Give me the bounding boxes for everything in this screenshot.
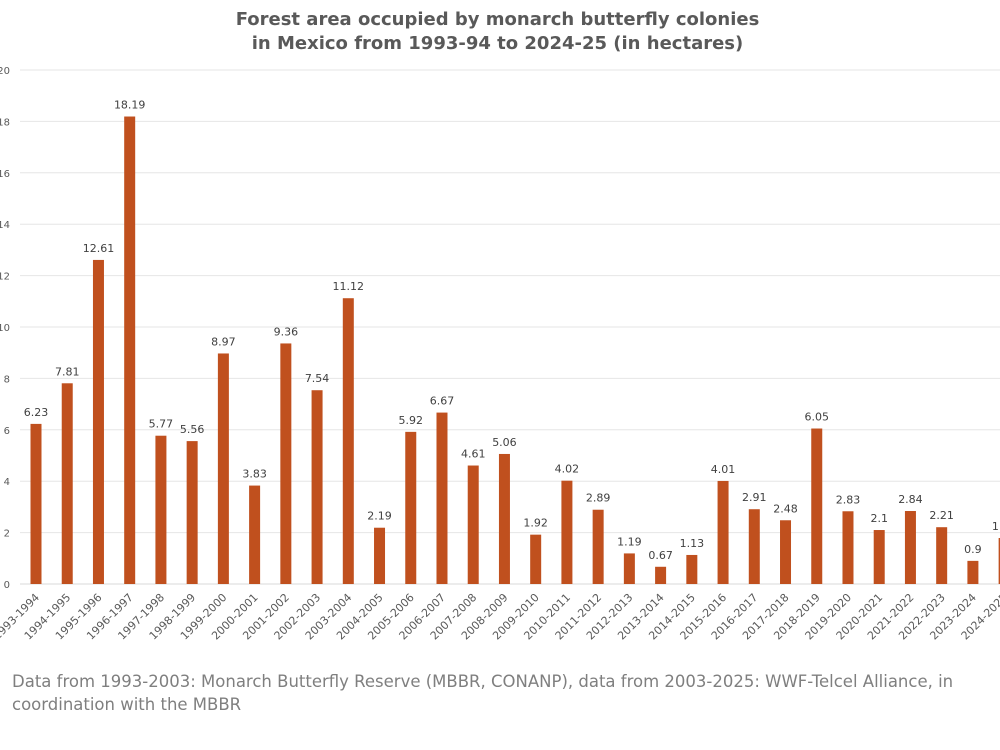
y-axis-ticks: 0 2 4 6 8 10 12 14 16 18 20 bbox=[0, 66, 10, 591]
bar-2018-2019 bbox=[811, 428, 823, 584]
data-label-2008-2009: 5.06 bbox=[492, 436, 517, 449]
data-label-2010-2011: 4.02 bbox=[555, 463, 580, 476]
bar-chart: 0 2 4 6 8 10 12 14 16 18 20 6.23 7.81 12.61 18.19 5.77… bbox=[0, 66, 1000, 643]
data-label-1997-1998: 5.77 bbox=[149, 418, 174, 431]
data-label-1998-1999: 5.56 bbox=[180, 423, 205, 436]
y-tick-label: 18 bbox=[0, 117, 10, 128]
data-label-2019-2020: 2.83 bbox=[836, 493, 861, 506]
data-label-1995-1996: 12.61 bbox=[83, 242, 115, 255]
data-label-1993-1994: 6.23 bbox=[24, 406, 49, 419]
data-label-2014-2015: 1.13 bbox=[680, 537, 705, 550]
bar-2008-2009 bbox=[498, 453, 510, 584]
bar-2000-2001 bbox=[249, 485, 261, 584]
y-tick-label: 12 bbox=[0, 272, 10, 283]
bar-2005-2006 bbox=[405, 431, 417, 584]
bar-2020-2021 bbox=[873, 530, 885, 584]
bar-2024-2025 bbox=[998, 537, 1000, 584]
bar-2012-2013 bbox=[623, 553, 635, 584]
data-label-2006-2007: 6.67 bbox=[430, 395, 455, 408]
bar-1996-1997 bbox=[124, 116, 136, 584]
data-label-2022-2023: 2.21 bbox=[929, 509, 954, 522]
data-label-2021-2022: 2.84 bbox=[898, 493, 923, 506]
bar-2011-2012 bbox=[592, 509, 604, 584]
data-label-2024-2025: 1.79 bbox=[992, 520, 1000, 533]
data-label-1996-1997: 18.19 bbox=[114, 99, 146, 112]
bar-2001-2002 bbox=[280, 343, 292, 584]
data-label-2012-2013: 1.19 bbox=[617, 535, 642, 548]
bars bbox=[30, 116, 1000, 584]
bar-1993-1994 bbox=[30, 423, 42, 584]
bar-2004-2005 bbox=[374, 527, 386, 584]
source-note: Data from 1993-2003: Monarch Butterfly R… bbox=[12, 672, 954, 714]
data-label-1999-2000: 8.97 bbox=[211, 335, 236, 348]
y-tick-label: 6 bbox=[4, 426, 10, 437]
y-tick-label: 0 bbox=[4, 580, 10, 591]
y-tick-label: 2 bbox=[4, 529, 10, 540]
bar-2010-2011 bbox=[561, 480, 573, 584]
bar-2014-2015 bbox=[686, 554, 698, 584]
y-tick-label: 14 bbox=[0, 220, 10, 231]
y-tick-label: 4 bbox=[4, 477, 10, 488]
data-label-2003-2004: 11.12 bbox=[333, 280, 365, 293]
data-label-2009-2010: 1.92 bbox=[523, 517, 548, 530]
bar-1997-1998 bbox=[155, 435, 167, 584]
chart-title: Forest area occupied by monarch butterfl… bbox=[0, 8, 995, 56]
data-label-2023-2024: 0.9 bbox=[964, 543, 982, 556]
data-label-2020-2021: 2.1 bbox=[870, 512, 888, 525]
bar-2007-2008 bbox=[467, 465, 479, 584]
y-tick-label: 16 bbox=[0, 169, 10, 180]
data-label-2001-2002: 9.36 bbox=[274, 325, 299, 338]
data-label-2002-2003: 7.54 bbox=[305, 372, 330, 385]
gridlines bbox=[20, 69, 1000, 585]
bar-2017-2018 bbox=[780, 520, 792, 584]
data-label-2011-2012: 2.89 bbox=[586, 492, 611, 505]
data-label-2015-2016: 4.01 bbox=[711, 463, 736, 476]
data-label-2017-2018: 2.48 bbox=[773, 502, 798, 515]
bar-2022-2023 bbox=[936, 527, 948, 584]
bar-1998-1999 bbox=[186, 441, 198, 584]
chart-title-line1: Forest area occupied by monarch butterfl… bbox=[235, 9, 760, 30]
bar-2009-2010 bbox=[530, 534, 542, 584]
bar-1999-2000 bbox=[217, 353, 229, 584]
y-tick-label: 8 bbox=[4, 374, 10, 385]
data-label-2000-2001: 3.83 bbox=[242, 468, 267, 481]
x-axis-labels: 1993-19941994-19951995-19961996-19971997… bbox=[0, 591, 1000, 643]
data-label-2007-2008: 4.61 bbox=[461, 448, 486, 461]
bar-2006-2007 bbox=[436, 412, 448, 584]
y-tick-label: 10 bbox=[0, 323, 10, 334]
data-label-2018-2019: 6.05 bbox=[805, 411, 830, 424]
bar-2013-2014 bbox=[655, 566, 667, 584]
bar-2016-2017 bbox=[748, 509, 760, 584]
bar-2023-2024 bbox=[967, 560, 979, 584]
data-label-1994-1995: 7.81 bbox=[55, 365, 80, 378]
data-label-2004-2005: 2.19 bbox=[367, 510, 392, 523]
bar-2003-2004 bbox=[342, 298, 354, 584]
chart-title-line2: in Mexico from 1993-94 to 2024-25 (in he… bbox=[251, 33, 744, 54]
data-label-2016-2017: 2.91 bbox=[742, 491, 767, 504]
data-labels: 6.23 7.81 12.61 18.19 5.77 5.56 8.97 3.83 9.36 7.… bbox=[24, 99, 1000, 562]
y-tick-label: 20 bbox=[0, 66, 10, 77]
bar-1995-1996 bbox=[92, 259, 104, 584]
bar-2015-2016 bbox=[717, 480, 729, 584]
data-label-2013-2014: 0.67 bbox=[648, 549, 673, 562]
bar-1994-1995 bbox=[61, 383, 73, 584]
data-label-2005-2006: 5.92 bbox=[399, 414, 424, 427]
bar-2021-2022 bbox=[904, 511, 916, 584]
bar-2019-2020 bbox=[842, 511, 854, 584]
bar-2002-2003 bbox=[311, 390, 323, 584]
